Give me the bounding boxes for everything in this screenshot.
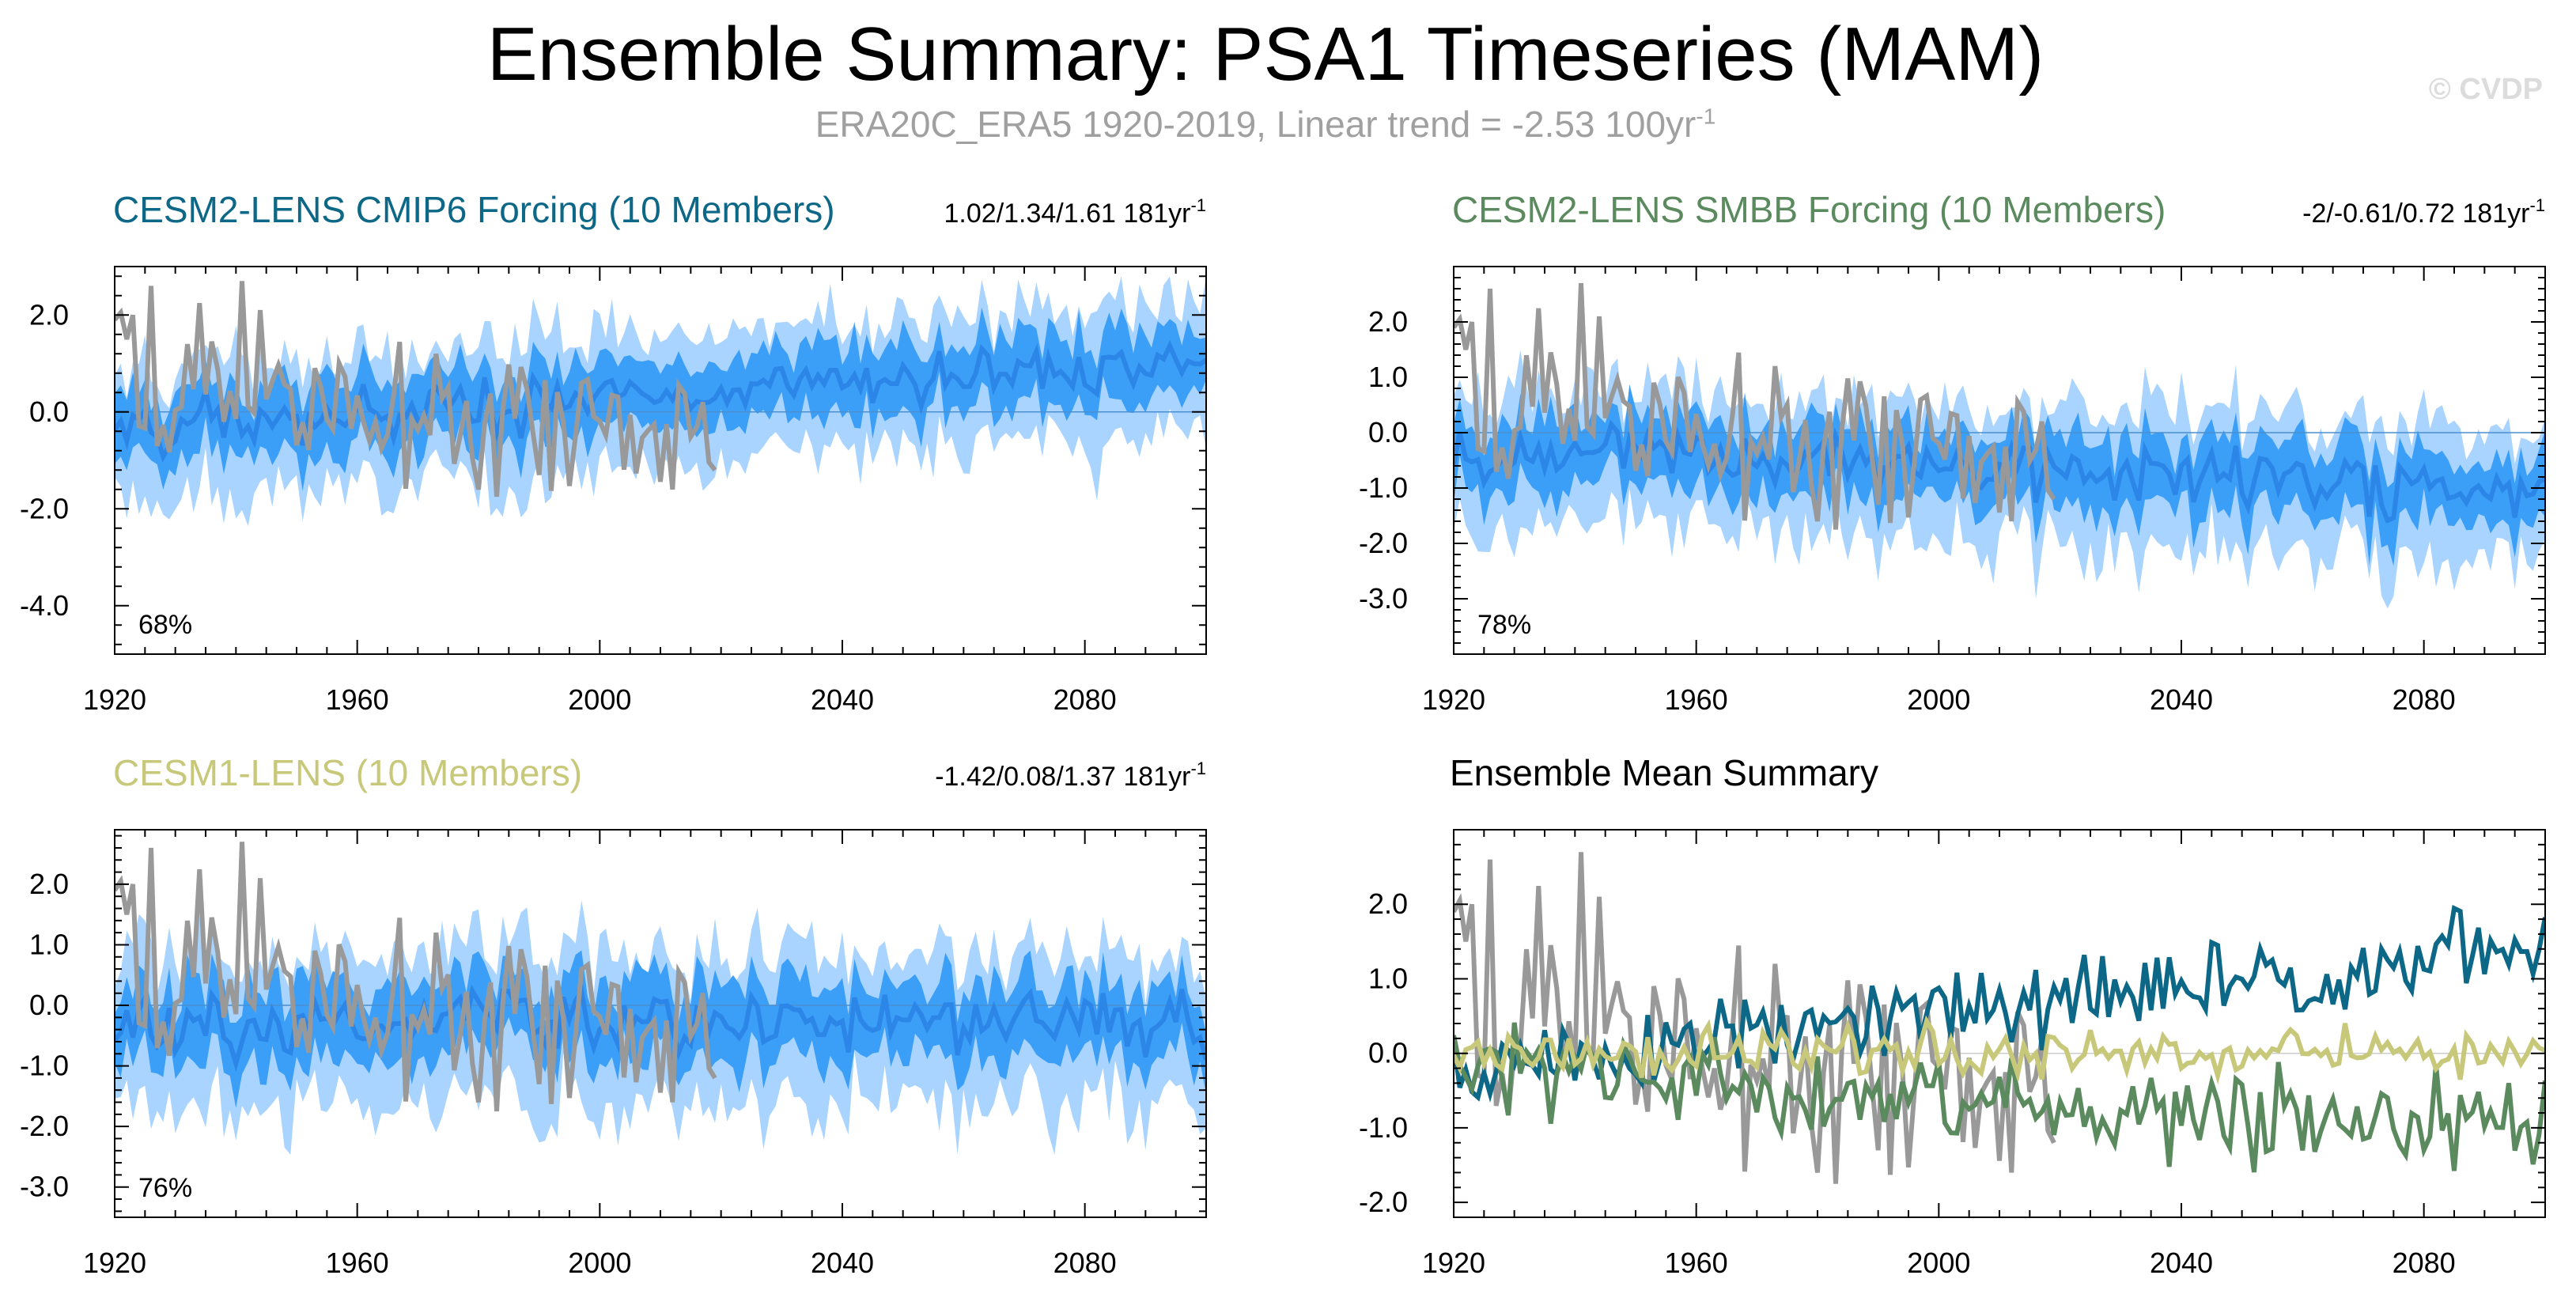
x-tick-label: 2000 bbox=[1907, 1247, 1970, 1279]
copyright-label: © CVDP bbox=[2428, 73, 2543, 106]
y-tick-label: -3.0 bbox=[1359, 582, 1408, 615]
y-tick-label: 1.0 bbox=[29, 928, 69, 960]
y-tick-label: 1.0 bbox=[1368, 962, 1408, 994]
y-tick-label: 1.0 bbox=[1368, 361, 1408, 393]
ensemble-band-inner bbox=[1454, 384, 2545, 566]
x-tick-label: 2040 bbox=[2150, 1247, 2213, 1279]
y-tick-label: -3.0 bbox=[20, 1171, 69, 1203]
x-tick-label: 2000 bbox=[1907, 683, 1970, 716]
ensemble-mean-line bbox=[115, 339, 1206, 463]
x-tick-label: 1960 bbox=[326, 683, 389, 716]
y-tick-label: 2.0 bbox=[1368, 887, 1408, 920]
y-tick-label: 0.0 bbox=[1368, 416, 1408, 448]
panel-stat: -2/-0.61/0.72 181yr-1 bbox=[2302, 195, 2545, 229]
figure-subtitle: ERA20C_ERA5 1920-2019, Linear trend = -2… bbox=[0, 103, 2531, 146]
panel-cesm1: 1920 1960 2000 2040 2080 2.0 1.0 0.0 -1.0 -2.0 -3.… bbox=[20, 752, 1207, 1279]
plot-area bbox=[115, 842, 1206, 1155]
series-line-cesm1-lens bbox=[1454, 1015, 2545, 1085]
x-tick-label: 1960 bbox=[1665, 1247, 1728, 1279]
y-tick-label: 2.0 bbox=[1368, 305, 1408, 338]
y-tick-label: -2.0 bbox=[20, 1110, 69, 1142]
x-tick-label: 2080 bbox=[1053, 683, 1117, 716]
x-tick-label: 2080 bbox=[1053, 1247, 1117, 1279]
observed-line bbox=[115, 842, 717, 1112]
x-tick-label: 2080 bbox=[2393, 683, 2456, 716]
y-tick-label: -1.0 bbox=[20, 1050, 69, 1082]
series-line-cesm2-lens-smbb-forcing bbox=[1454, 1022, 2545, 1173]
panel-title: Ensemble Mean Summary bbox=[1450, 752, 1878, 793]
ensemble-band-inner bbox=[115, 950, 1206, 1108]
panel-stat-exponent: -1 bbox=[1190, 195, 1206, 215]
panel-stat-text: -2/-0.61/0.72 181yr bbox=[2302, 199, 2529, 229]
y-tick-label: -2.0 bbox=[1359, 1186, 1408, 1218]
panel-cesm2-smbb: 1920 1960 2000 2040 2080 2.0 1.0 0.0 -1.0 -2.0 -3.… bbox=[1359, 189, 2546, 716]
observed-line bbox=[1454, 282, 2056, 530]
x-tick-label: 1920 bbox=[83, 683, 146, 716]
panel-stat: -1.42/0.08/1.37 181yr-1 bbox=[935, 759, 1206, 792]
x-tick-label: 2000 bbox=[568, 1247, 631, 1279]
panel-title: CESM2-LENS SMBB Forcing (10 Members) bbox=[1452, 189, 2166, 230]
panel-stat-exponent: -1 bbox=[2529, 195, 2545, 215]
plot-area bbox=[1454, 852, 2545, 1184]
figure-title: Ensemble Summary: PSA1 Timeseries (MAM) bbox=[486, 12, 2045, 96]
x-tick-label: 1920 bbox=[1422, 683, 1485, 716]
y-tick-label: -1.0 bbox=[1359, 471, 1408, 504]
plot-area bbox=[115, 275, 1206, 527]
x-tick-label: 2080 bbox=[2393, 1247, 2456, 1279]
panel-cesm2-cmip6: 1920 1960 2000 2040 2080 2.0 0.0 -2.0 -4.0 CESM2-… bbox=[20, 189, 1207, 716]
panel-summary: 1920 1960 2000 2040 2080 2.0 1.0 0.0 -1.0 -2.0 Ens… bbox=[1359, 752, 2546, 1279]
panel-stat-text: -1.42/0.08/1.37 181yr bbox=[935, 762, 1190, 792]
plot-area bbox=[1454, 282, 2545, 609]
panel-stat-exponent: -1 bbox=[1190, 759, 1206, 778]
x-tick-label: 2040 bbox=[811, 683, 874, 716]
percent-label: 78% bbox=[1477, 610, 1531, 640]
x-tick-label: 2000 bbox=[568, 683, 631, 716]
panel-title: CESM1-LENS (10 Members) bbox=[113, 752, 582, 793]
ensemble-mean-line bbox=[115, 984, 1206, 1073]
y-tick-label: 0.0 bbox=[29, 395, 69, 428]
panel-title: CESM2-LENS CMIP6 Forcing (10 Members) bbox=[113, 189, 835, 230]
x-tick-label: 1960 bbox=[326, 1247, 389, 1279]
figure-subtitle-text: ERA20C_ERA5 1920-2019, Linear trend = -2… bbox=[815, 104, 1697, 145]
percent-label: 68% bbox=[138, 610, 192, 640]
observed-line bbox=[115, 281, 717, 498]
x-tick-label: 1920 bbox=[83, 1247, 146, 1279]
y-tick-label: 2.0 bbox=[29, 868, 69, 900]
x-tick-label: 2040 bbox=[2150, 683, 2213, 716]
panel-stat: 1.02/1.34/1.61 181yr-1 bbox=[944, 195, 1206, 229]
y-tick-label: 0.0 bbox=[1368, 1037, 1408, 1069]
y-tick-label: -2.0 bbox=[20, 492, 69, 524]
x-tick-label: 1960 bbox=[1665, 683, 1728, 716]
x-tick-label: 2040 bbox=[811, 1247, 874, 1279]
y-tick-label: -2.0 bbox=[1359, 527, 1408, 559]
figure-subtitle-exponent: -1 bbox=[1696, 104, 1716, 129]
y-tick-label: -4.0 bbox=[20, 589, 69, 622]
percent-label: 76% bbox=[138, 1173, 192, 1203]
y-tick-label: -1.0 bbox=[1359, 1111, 1408, 1144]
x-tick-label: 1920 bbox=[1422, 1247, 1485, 1279]
panel-stat-text: 1.02/1.34/1.61 181yr bbox=[944, 199, 1191, 229]
y-tick-label: 2.0 bbox=[29, 298, 69, 331]
y-tick-label: 0.0 bbox=[29, 989, 69, 1021]
